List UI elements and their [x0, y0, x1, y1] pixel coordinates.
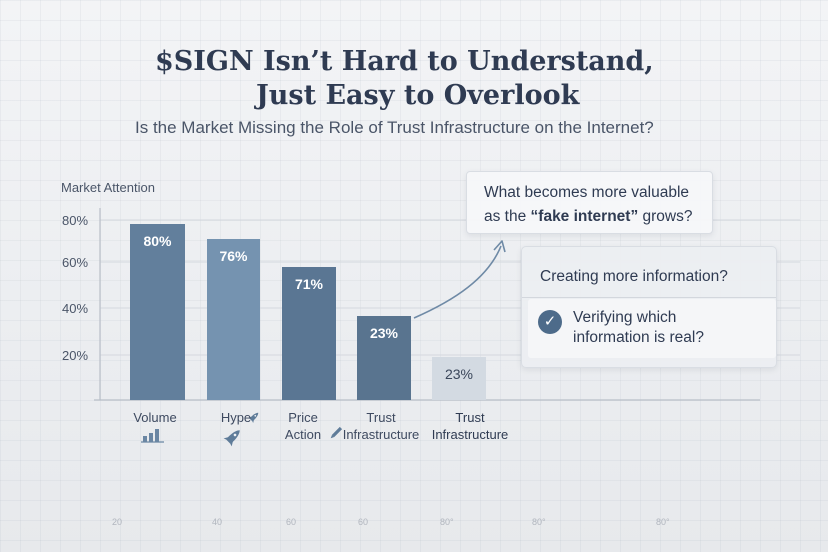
bar-3	[282, 267, 336, 400]
bottom-tick-label: 80°	[532, 517, 546, 527]
question-prefix: as the	[484, 208, 531, 225]
rocket-icon	[223, 430, 240, 447]
verifying-line-2: information is real?	[573, 329, 704, 346]
bottom-tick-label: 60	[286, 517, 297, 527]
bottom-tick-label: 60	[358, 517, 369, 527]
question-emphasis: “fake internet”	[530, 208, 639, 225]
answer-option-verifying: ✓ Verifying which information is real?	[528, 299, 776, 358]
bar-value-label: 23%	[445, 366, 473, 382]
x-category-label: Trust Infrastructure	[342, 410, 420, 442]
x-category-label: Volume	[133, 410, 177, 425]
title-line-1: $SIGN Isn’t Hard to Understand,	[155, 46, 654, 77]
bar-4	[357, 316, 411, 400]
question-card: What becomes more valuable as the “fake …	[466, 171, 713, 234]
y-tick-label: 40%	[62, 301, 88, 316]
question-text: What becomes more valuable as the “fake …	[484, 181, 692, 229]
bottom-tick-label: 40	[212, 517, 223, 527]
question-suffix: grows?	[638, 208, 693, 225]
trend-arrow-head	[493, 240, 506, 253]
check-icon: ✓	[538, 310, 562, 334]
y-tick-label: 20%	[62, 348, 88, 363]
y-tick-label: 80%	[62, 213, 88, 228]
trend-arrow	[413, 245, 502, 319]
pen-icon	[330, 426, 343, 439]
bar-5	[432, 357, 486, 400]
rocket-icon	[248, 412, 259, 423]
bar-2	[207, 239, 260, 400]
answer-option-verifying-text: Verifying which information is real?	[573, 308, 704, 348]
bar-value-label: 71%	[295, 276, 324, 292]
answer-card: Creating more information? ✓ Verifying w…	[521, 246, 777, 368]
title-line-2: Just Easy to Overlook	[256, 80, 580, 111]
verifying-line-1: Verifying which	[573, 309, 677, 326]
x-category-label: Hype	[220, 410, 252, 425]
bar-1	[130, 224, 185, 400]
bar-value-label: 76%	[219, 248, 248, 264]
bottom-tick-label: 80°	[656, 517, 670, 527]
bottom-tick-label: 80°	[440, 517, 454, 527]
bottom-tick-label: 20	[112, 517, 123, 527]
y-axis-title: Market Attention	[61, 180, 155, 195]
bar-value-label: 80%	[143, 233, 172, 249]
answer-option-creating: Creating more information?	[540, 268, 728, 285]
answer-divider	[522, 297, 776, 298]
bar-value-label: 23%	[370, 325, 399, 341]
bar-chart-icon	[141, 429, 164, 443]
question-line-1: What becomes more valuable	[484, 184, 690, 201]
y-tick-label: 60%	[62, 255, 88, 270]
x-category-label: Price Action	[284, 410, 322, 442]
page-subtitle: Is the Market Missing the Role of Trust …	[135, 118, 654, 137]
x-category-label: Trust Infrastructure	[431, 410, 509, 442]
